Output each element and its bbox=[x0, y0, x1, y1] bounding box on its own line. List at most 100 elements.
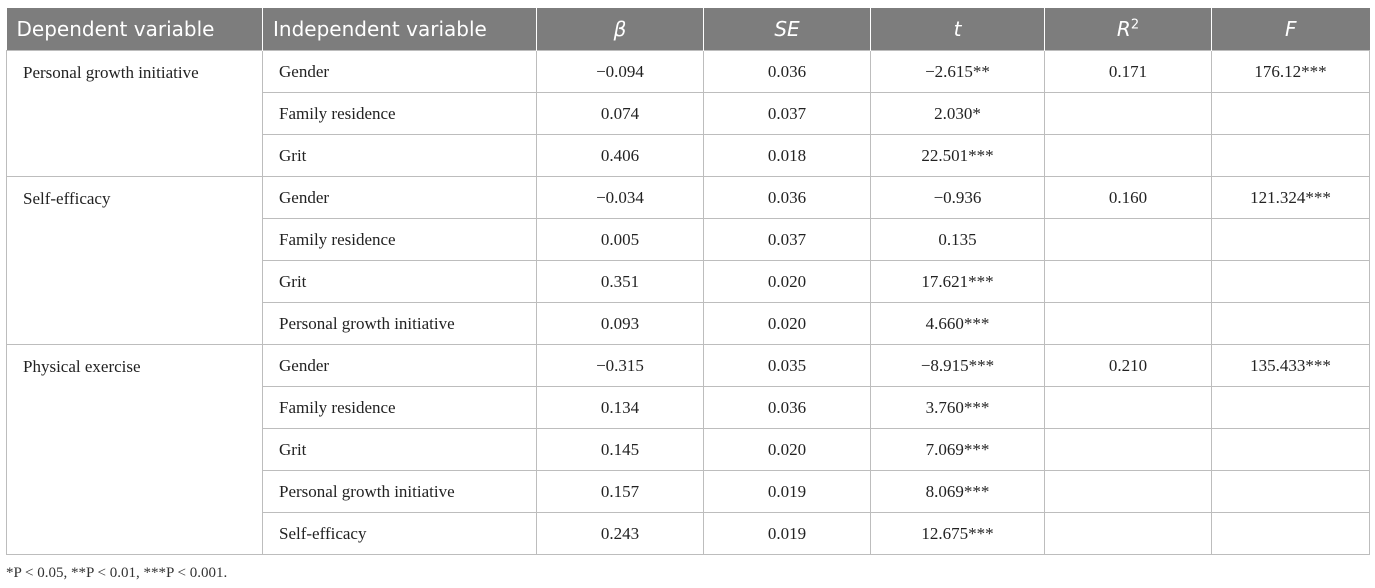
independent-variable-cell: Gender bbox=[262, 344, 537, 387]
table-body: Personal growth initiative Gender −0.094 0.… bbox=[6, 50, 1370, 555]
r-squared-cell: 0.210 bbox=[1044, 344, 1212, 387]
se-cell: 0.020 bbox=[703, 428, 871, 471]
se-cell: 0.036 bbox=[703, 176, 871, 219]
beta-cell: 0.157 bbox=[536, 470, 704, 513]
table-row: Personal growth initiative 0.157 0.019 8.06… bbox=[7, 470, 1370, 513]
t-cell: 17.621*** bbox=[870, 260, 1045, 303]
se-cell: 0.020 bbox=[703, 302, 871, 345]
f-cell-empty bbox=[1211, 470, 1370, 513]
header-r-squared: R2 bbox=[1044, 8, 1212, 51]
table-row: Physical exercise Gender −0.315 0.035 −8.915… bbox=[6, 344, 1370, 555]
se-cell: 0.037 bbox=[703, 218, 871, 261]
se-cell: 0.020 bbox=[703, 260, 871, 303]
f-cell-empty bbox=[1211, 218, 1370, 261]
header-f: F bbox=[1211, 8, 1370, 51]
t-cell: 12.675*** bbox=[870, 512, 1045, 555]
header-independent-variable: Independent variable bbox=[262, 8, 537, 51]
independent-variable-cell: Grit bbox=[262, 260, 537, 303]
dependent-variable-cell: Physical exercise bbox=[6, 344, 263, 555]
se-cell: 0.035 bbox=[703, 344, 871, 387]
t-cell: 2.030* bbox=[870, 92, 1045, 135]
beta-cell: −0.034 bbox=[536, 176, 704, 219]
se-cell: 0.018 bbox=[703, 134, 871, 177]
independent-variable-cell: Family residence bbox=[262, 386, 537, 429]
f-cell-empty bbox=[1211, 512, 1370, 555]
f-cell-empty bbox=[1211, 92, 1370, 135]
beta-cell: 0.074 bbox=[536, 92, 704, 135]
table-row: Family residence 0.134 0.036 3.760*** bbox=[7, 386, 1370, 429]
f-cell-empty bbox=[1211, 386, 1370, 429]
independent-variable-cell: Family residence bbox=[262, 92, 537, 135]
dependent-variable-cell: Self-efficacy bbox=[6, 176, 263, 345]
t-cell: −2.615** bbox=[870, 50, 1045, 93]
independent-variable-cell: Family residence bbox=[262, 218, 537, 261]
r-squared-cell-empty bbox=[1044, 134, 1212, 177]
table-row: Grit 0.351 0.020 17.621*** bbox=[7, 260, 1370, 303]
t-cell: 0.135 bbox=[870, 218, 1045, 261]
independent-variable-cell: Personal growth initiative bbox=[262, 470, 537, 513]
r-squared-cell-empty bbox=[1044, 428, 1212, 471]
se-cell: 0.037 bbox=[703, 92, 871, 135]
table-row: Personal growth initiative Gender −0.094 0.… bbox=[6, 50, 1370, 177]
r-squared-cell: 0.160 bbox=[1044, 176, 1212, 219]
se-cell: 0.036 bbox=[703, 386, 871, 429]
r-squared-cell-empty bbox=[1044, 470, 1212, 513]
beta-cell: 0.145 bbox=[536, 428, 704, 471]
independent-variable-cell: Personal growth initiative bbox=[262, 302, 537, 345]
t-cell: 3.760*** bbox=[870, 386, 1045, 429]
f-cell: 135.433*** bbox=[1211, 344, 1370, 387]
se-cell: 0.036 bbox=[703, 50, 871, 93]
table-header: Dependent variable Independent variable … bbox=[6, 8, 1370, 51]
beta-cell: 0.134 bbox=[536, 386, 704, 429]
independent-variable-cell: Grit bbox=[262, 428, 537, 471]
r-squared-cell: 0.171 bbox=[1044, 50, 1212, 93]
table-row: Grit 0.406 0.018 22.501*** bbox=[7, 134, 1370, 177]
beta-cell: 0.243 bbox=[536, 512, 704, 555]
f-cell: 121.324*** bbox=[1211, 176, 1370, 219]
beta-cell: 0.406 bbox=[536, 134, 704, 177]
table-row: Family residence 0.074 0.037 2.030* bbox=[7, 92, 1370, 135]
table-row: Family residence 0.005 0.037 0.135 bbox=[7, 218, 1370, 261]
r-squared-cell-empty bbox=[1044, 92, 1212, 135]
regression-table: Dependent variable Independent variable … bbox=[6, 8, 1370, 555]
header-se: SE bbox=[703, 8, 871, 51]
beta-cell: −0.315 bbox=[536, 344, 704, 387]
se-cell: 0.019 bbox=[703, 470, 871, 513]
f-cell-empty bbox=[1211, 302, 1370, 345]
t-cell: 7.069*** bbox=[870, 428, 1045, 471]
header-beta: β bbox=[536, 8, 704, 51]
independent-variable-cell: Grit bbox=[262, 134, 537, 177]
header-row: Dependent variable Independent variable … bbox=[6, 8, 1370, 51]
beta-cell: −0.094 bbox=[536, 50, 704, 93]
table-row: Self-efficacy 0.243 0.019 12.675*** bbox=[7, 512, 1370, 555]
table-row: Self-efficacy Gender −0.034 0.036 −0.936 0.16… bbox=[6, 176, 1370, 345]
header-r-squared-exponent: 2 bbox=[1130, 17, 1140, 33]
independent-variable-cell: Self-efficacy bbox=[262, 512, 537, 555]
f-cell-empty bbox=[1211, 260, 1370, 303]
t-cell: 8.069*** bbox=[870, 470, 1045, 513]
header-dependent-variable: Dependent variable bbox=[6, 8, 263, 51]
table-footnote: *P < 0.05, **P < 0.01, ***P < 0.001. bbox=[6, 565, 228, 581]
header-r-squared-base: R bbox=[1116, 17, 1131, 41]
independent-variable-cell: Gender bbox=[262, 50, 537, 93]
r-squared-cell-empty bbox=[1044, 218, 1212, 261]
beta-cell: 0.093 bbox=[536, 302, 704, 345]
regression-table-container: Dependent variable Independent variable … bbox=[6, 8, 1370, 555]
r-squared-cell-empty bbox=[1044, 302, 1212, 345]
t-cell: −8.915*** bbox=[870, 344, 1045, 387]
f-cell: 176.12*** bbox=[1211, 50, 1370, 93]
dependent-variable-cell: Personal growth initiative bbox=[6, 50, 263, 177]
t-cell: 22.501*** bbox=[870, 134, 1045, 177]
beta-cell: 0.351 bbox=[536, 260, 704, 303]
r-squared-cell-empty bbox=[1044, 260, 1212, 303]
f-cell-empty bbox=[1211, 428, 1370, 471]
r-squared-cell-empty bbox=[1044, 386, 1212, 429]
beta-cell: 0.005 bbox=[536, 218, 704, 261]
t-cell: 4.660*** bbox=[870, 302, 1045, 345]
t-cell: −0.936 bbox=[870, 176, 1045, 219]
independent-variable-cell: Gender bbox=[262, 176, 537, 219]
f-cell-empty bbox=[1211, 134, 1370, 177]
r-squared-cell-empty bbox=[1044, 512, 1212, 555]
se-cell: 0.019 bbox=[703, 512, 871, 555]
header-t: t bbox=[870, 8, 1045, 51]
